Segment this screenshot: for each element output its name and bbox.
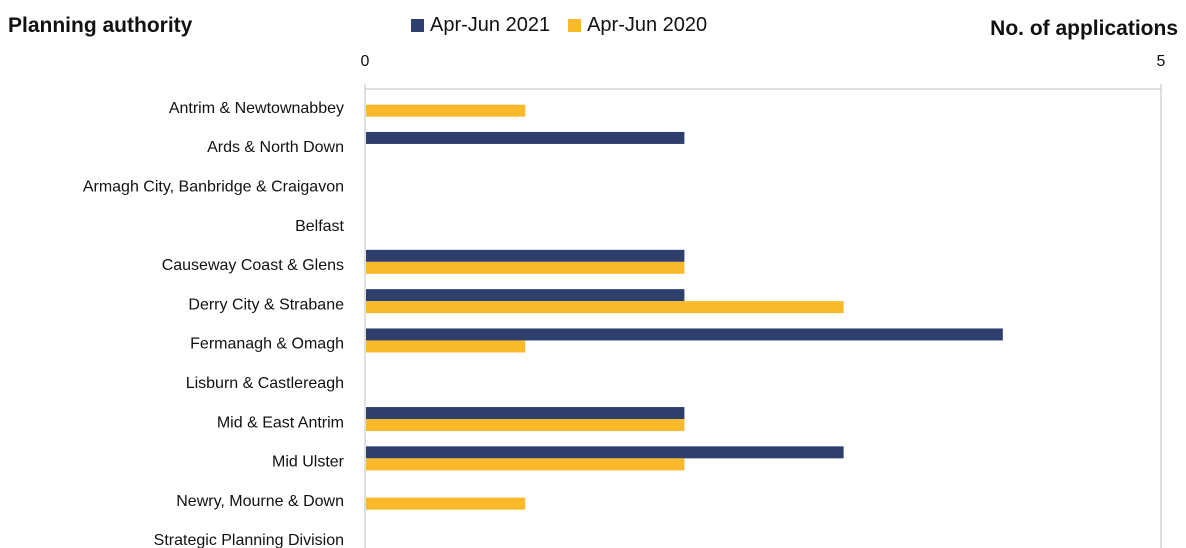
legend-label-2021: Apr-Jun 2021 xyxy=(430,14,551,36)
legend-swatch-2021 xyxy=(411,19,424,32)
category-label-9: Mid Ulster xyxy=(272,454,345,471)
category-label-7: Lisburn & Castlereagh xyxy=(186,375,344,392)
x-tick-label-1: 5 xyxy=(1157,53,1166,70)
category-label-10: Newry, Mourne & Down xyxy=(176,493,344,510)
category-label-11: Strategic Planning Division xyxy=(154,532,344,548)
bar-2021-1 xyxy=(366,131,685,144)
legend-item-2021: Apr-Jun 2021 xyxy=(411,14,550,37)
category-label-1: Ards & North Down xyxy=(207,139,344,156)
bar-2020-4 xyxy=(366,261,685,274)
bar-2021-6 xyxy=(366,328,1003,341)
bar-2020-6 xyxy=(366,340,526,353)
category-label-8: Mid & East Antrim xyxy=(217,414,344,431)
category-label-2: Armagh City, Banbridge & Craigavon xyxy=(83,178,344,195)
legend-label-2020: Apr-Jun 2020 xyxy=(587,14,708,36)
category-label-5: Derry City & Strabane xyxy=(188,296,344,313)
legend: Apr-Jun 2021 Apr-Jun 2020 xyxy=(411,14,725,37)
category-label-3: Belfast xyxy=(295,218,344,235)
y-axis-title: Planning authority xyxy=(8,14,193,37)
category-label-6: Fermanagh & Omagh xyxy=(190,336,344,353)
legend-item-2020: Apr-Jun 2020 xyxy=(568,14,707,37)
bar-2021-4 xyxy=(366,249,685,262)
x-axis-title: No. of applications xyxy=(990,17,1178,40)
bar-2020-5 xyxy=(366,301,844,314)
bar-2021-8 xyxy=(366,407,685,420)
bar-2021-5 xyxy=(366,289,685,302)
category-label-4: Causeway Coast & Glens xyxy=(162,257,344,274)
bar-2020-10 xyxy=(366,497,526,510)
x-tick-label-0: 0 xyxy=(361,53,370,70)
bar-2020-8 xyxy=(366,419,685,432)
bar-2020-0 xyxy=(366,104,526,117)
legend-swatch-2020 xyxy=(568,19,582,32)
bar-2020-9 xyxy=(366,458,685,471)
category-label-0: Antrim & Newtownabbey xyxy=(169,100,344,117)
bar-2021-9 xyxy=(366,446,844,459)
